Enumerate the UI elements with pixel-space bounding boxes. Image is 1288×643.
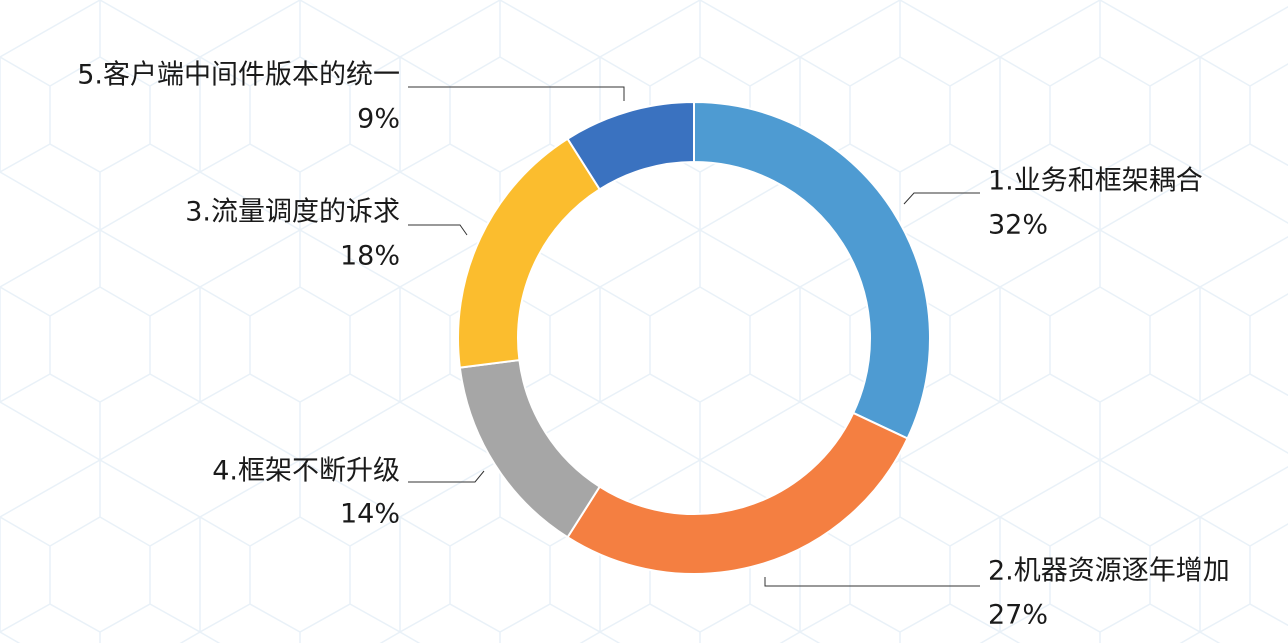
donut-slice-2 [566, 411, 909, 575]
donut-slice-3 [458, 358, 602, 539]
slice-percent-1: 32% [988, 210, 1048, 241]
leader-line-3 [408, 470, 485, 483]
slice-label-3: 4.框架不断升级 [212, 456, 400, 487]
leader-line-4 [408, 224, 468, 236]
slice-label-2: 2.机器资源逐年增加 [988, 556, 1230, 587]
donut-slice-1 [693, 100, 931, 440]
slice-label-4: 3.流量调度的诉求 [185, 197, 400, 228]
slice-percent-3: 14% [340, 499, 400, 530]
slice-percent-2: 27% [988, 600, 1048, 631]
slice-percent-5: 9% [357, 104, 400, 135]
donut-slice-5 [566, 100, 695, 191]
leader-line-1 [903, 192, 980, 205]
slice-label-5: 5.客户端中间件版本的统一 [77, 60, 400, 91]
leader-line-2 [764, 577, 980, 587]
leader-line-5 [408, 86, 625, 101]
slice-label-1: 1.业务和框架耦合 [988, 166, 1203, 197]
donut-slice-4 [457, 137, 602, 369]
slice-percent-4: 18% [340, 241, 400, 272]
